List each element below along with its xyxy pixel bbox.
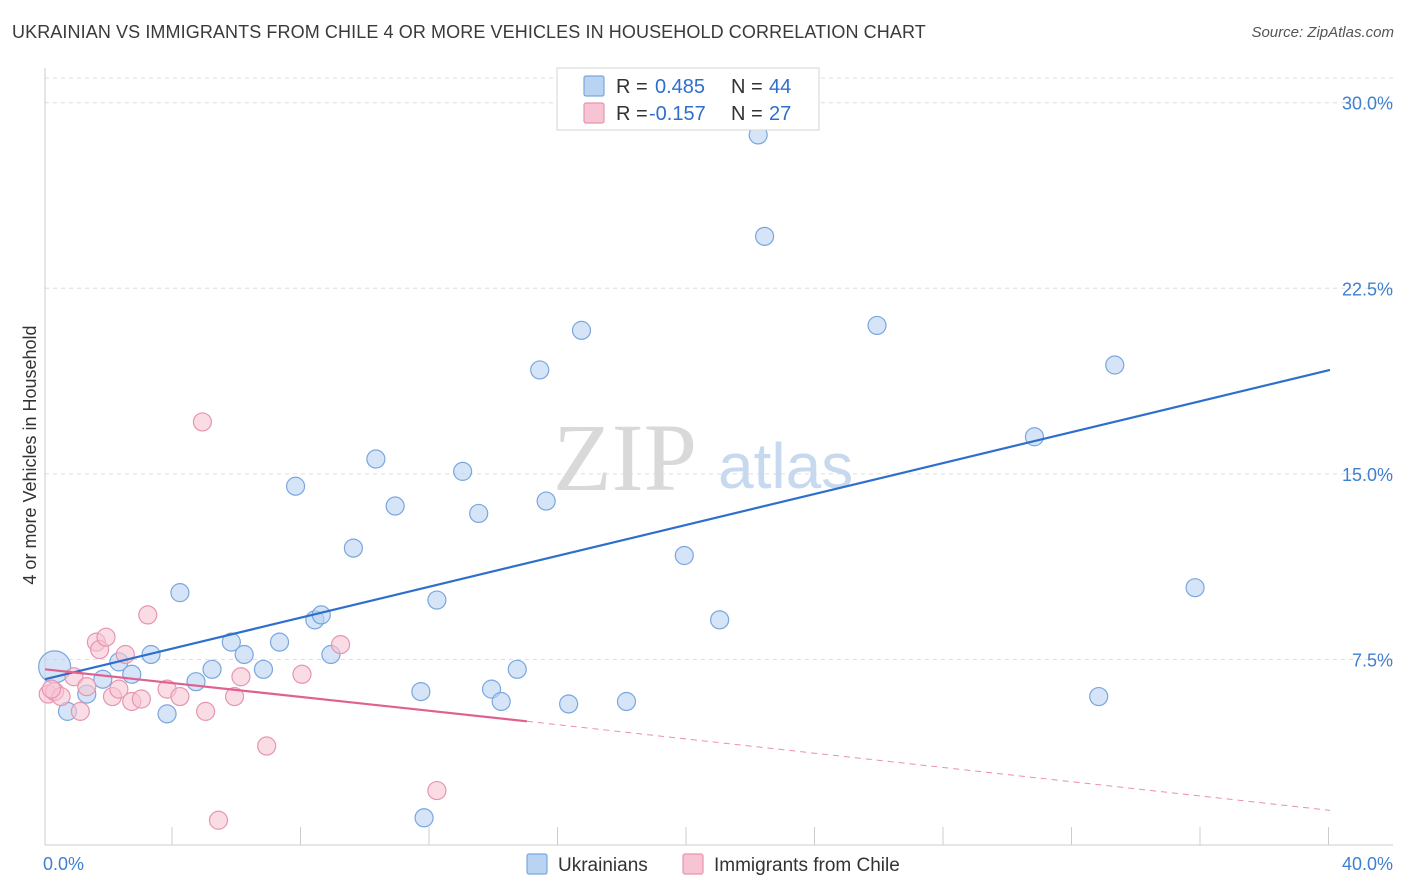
ukrainians-trend-line [44,368,1331,681]
chile-trend-extension [526,720,1331,811]
chile-point [138,605,158,625]
ukrainians-point [616,691,637,712]
ukrainians-point [674,545,694,566]
ukrainians-point [1185,578,1205,598]
ukrainians-point [710,610,730,630]
bottom-legend-swatch-chile [682,853,704,875]
trend-layer [44,368,1331,811]
ukrainians-point [867,315,887,336]
chile-point [170,686,190,707]
chart-title: UKRAINIAN VS IMMIGRANTS FROM CHILE 4 OR … [12,22,926,42]
chile-point [96,627,116,647]
ukrainians-point [221,632,241,652]
legend-r-label-chile: R = [616,103,648,125]
chile-point [208,810,229,830]
ukrainians-point [385,496,405,516]
ukrainians-point [285,476,306,496]
legend-box: R = 0.485 N = 44 R = -0.157 N = 27 [556,67,820,131]
legend-r-label-ukrainians: R = [616,76,648,98]
ukrainians-point [536,491,556,511]
chile-point [41,679,62,699]
y-axis-title: 4 or more Vehicles in Household [20,325,40,584]
chile-point [231,667,251,687]
legend-swatch-ukrainians [583,75,605,97]
chile-point [330,634,351,655]
y-tick-label: 30.0% [1342,94,1393,114]
x-tick-label: 0.0% [43,854,84,874]
axes-layer [44,68,1393,846]
ukrainians-point [253,659,274,679]
chile-point [224,686,245,707]
y-tick-label: 15.0% [1342,465,1393,485]
chile-point [257,736,277,756]
chile-point [109,679,129,699]
bottom-legend: Ukrainians Immigrants from Chile [526,853,900,876]
ukrainians-point [1089,686,1109,707]
ukrainians-point [1105,355,1125,375]
ukrainians-point [469,503,489,524]
ukrainians-point [122,664,142,684]
chart-source: Source: ZipAtlas.com [1251,24,1394,41]
grid-layer [45,77,1393,660]
ukrainians-point [234,644,254,665]
legend-r-value-chile: -0.157 [649,103,706,125]
ukrainians-point [202,659,222,679]
ukrainians-point [186,672,206,692]
watermark-zip: ZIP [553,404,697,511]
ukrainians-point [530,360,550,380]
y-tick-label: 22.5% [1342,279,1393,299]
x-tick-label: 40.0% [1342,854,1393,874]
ukrainians-point [366,449,386,469]
chile-point [427,780,447,801]
chile-point [292,664,312,684]
bottom-legend-label-chile: Immigrants from Chile [714,855,900,876]
ukrainians-point [343,538,363,558]
legend-n-value-chile: 27 [769,103,791,125]
chile-point [192,412,213,432]
chile-point [196,701,216,721]
ukrainians-point [269,632,290,652]
ukrainians-point [571,320,592,340]
ukrainians-point [507,659,527,679]
legend-n-value-ukrainians: 44 [769,76,791,98]
ukrainians-point [414,808,434,828]
ukrainians-point [559,694,579,714]
chile-point [131,689,151,709]
legend-swatch-chile [583,102,605,124]
ukrainians-point [491,691,511,712]
chile-trend-line [44,668,527,723]
ukrainians-point [453,461,473,481]
ukrainians-point [170,583,190,603]
watermark: ZIP atlas [553,404,853,511]
chile-point [77,677,97,697]
watermark-atlas: atlas [718,430,853,502]
ukrainians-point [411,681,431,702]
legend-n-label-chile: N = [731,103,763,125]
tick-label-layer: 7.5% 15.0% 22.5% 30.0% 0.0% 40.0% [43,94,1393,874]
legend-n-label-ukrainians: N = [731,76,763,98]
ukrainians-point [93,669,113,689]
y-tick-label: 7.5% [1352,650,1393,670]
ukrainians-point [754,226,775,246]
bottom-legend-label-ukrainians: Ukrainians [558,855,648,876]
bottom-legend-swatch-ukrainians [526,853,548,875]
chile-point [70,701,90,721]
ukrainians-point [157,704,177,724]
legend-r-value-ukrainians: 0.485 [655,76,705,98]
ukrainians-point [427,590,447,610]
